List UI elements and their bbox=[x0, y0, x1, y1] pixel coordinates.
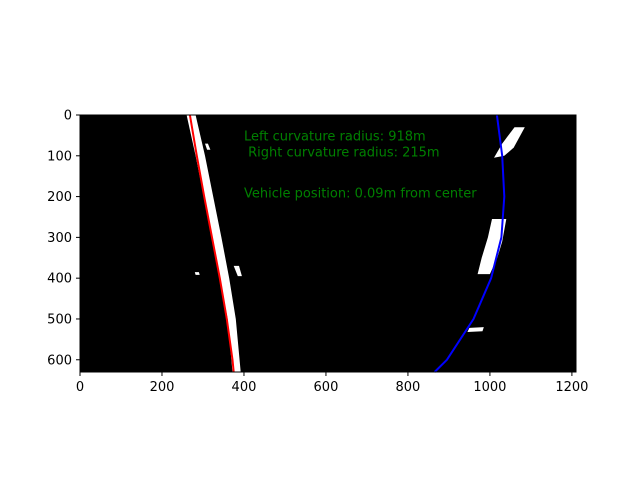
lane-pixel-region bbox=[194, 272, 200, 275]
y-tick-label: 500 bbox=[47, 312, 72, 327]
y-tick-label: 200 bbox=[47, 190, 72, 205]
annotation-text: Vehicle position: 0.09m from center bbox=[244, 187, 477, 202]
x-tick-label: 1200 bbox=[555, 380, 588, 395]
x-tick-label: 0 bbox=[76, 380, 84, 395]
x-axis: 0 200 400 600 800 1000 1200 bbox=[76, 372, 588, 395]
y-tick-label: 300 bbox=[47, 231, 72, 246]
fit-line bbox=[188, 114, 235, 373]
x-tick-label: 400 bbox=[232, 380, 257, 395]
y-tick-label: 0 bbox=[64, 109, 72, 124]
x-tick-label: 600 bbox=[314, 380, 339, 395]
x-tick-label: 200 bbox=[150, 380, 175, 395]
annotation-text: Left curvature radius: 918m bbox=[244, 129, 426, 144]
x-tick-label: 1000 bbox=[473, 380, 506, 395]
lane-pixel-region bbox=[233, 265, 242, 277]
fit-lines-layer bbox=[188, 114, 506, 373]
lane-pixel-region bbox=[477, 219, 507, 275]
y-tick-label: 400 bbox=[47, 272, 72, 287]
y-axis: 0 100 200 300 400 500 600 bbox=[47, 109, 80, 368]
annotations-layer: Left curvature radius: 918m Right curvat… bbox=[244, 129, 477, 201]
lane-pixel-region bbox=[205, 143, 211, 150]
annotation-text: Right curvature radius: 215m bbox=[244, 146, 440, 161]
fit-line bbox=[433, 114, 506, 373]
lane-pixel-region bbox=[467, 327, 484, 332]
x-tick-label: 800 bbox=[396, 380, 421, 395]
plot-frame bbox=[79, 114, 577, 373]
y-tick-label: 600 bbox=[47, 353, 72, 368]
y-tick-label: 100 bbox=[47, 149, 72, 164]
